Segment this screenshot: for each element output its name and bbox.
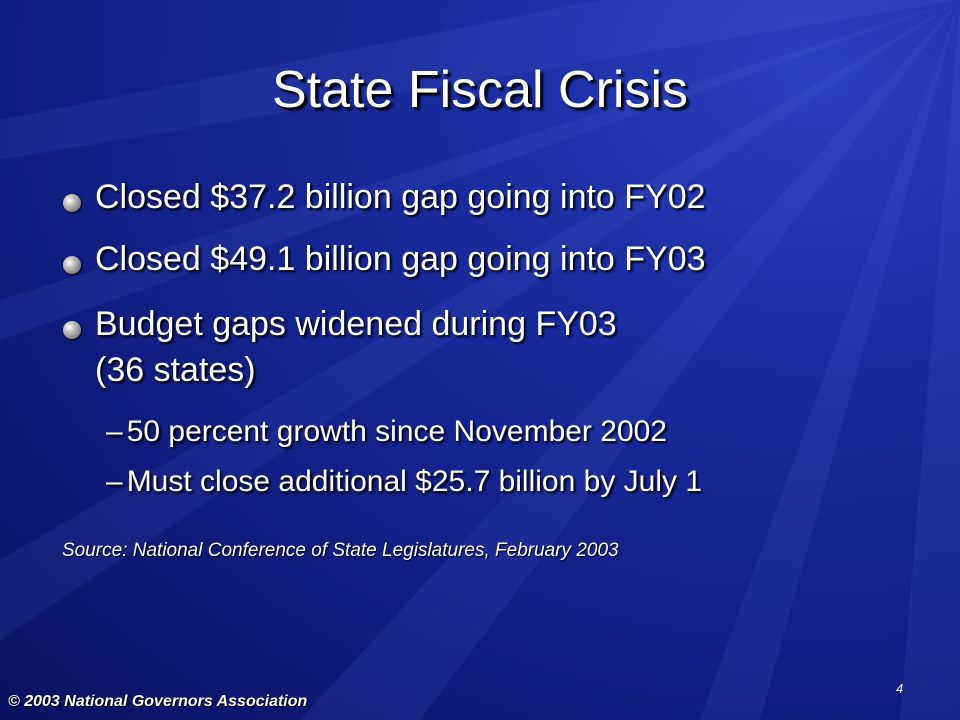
sub-bullet-marker: – (106, 415, 123, 448)
page-number: 4 (896, 681, 904, 696)
bullet-marker (63, 194, 81, 212)
source-note: Source: National Conference of State Leg… (62, 540, 619, 561)
sub-bullet-marker: – (106, 465, 123, 498)
bullet-marker (63, 256, 81, 274)
bullet-text: Closed $49.1 billion gap going into FY03 (95, 240, 706, 278)
sub-bullet-text: Must close additional $25.7 billion by J… (126, 465, 703, 498)
bullet-marker (63, 321, 81, 339)
bullet-text: Budget gaps widened during FY03 (95, 305, 617, 343)
sub-bullet: – Must close additional $25.7 billion by … (106, 465, 702, 499)
footer: © 2003 National Governors Association (8, 693, 308, 710)
sub-bullet-text: 50 percent growth since November 2002 (126, 415, 667, 448)
bullet-text: Closed $37.2 billion gap going into FY02 (95, 178, 706, 216)
slide-title: State Fiscal Crisis (271, 61, 689, 119)
sub-bullet: –50 percent growth since November 2002 (106, 415, 667, 449)
bullet-text: (36 states) (95, 351, 256, 389)
